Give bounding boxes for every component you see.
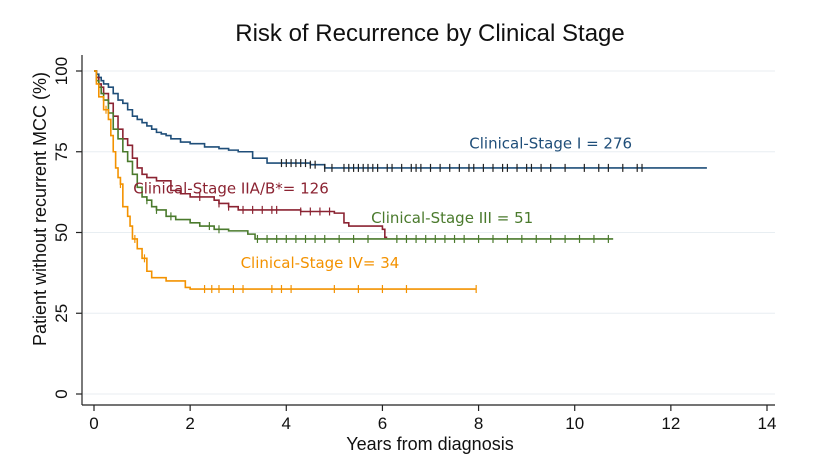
- series-label: Clinical-Stage III = 51: [371, 209, 533, 227]
- x-tick-label: 4: [282, 414, 291, 433]
- y-tick-label: 50: [52, 223, 71, 242]
- series-1: [94, 70, 707, 172]
- gridlines: [83, 70, 775, 395]
- x-tick-label: 2: [185, 414, 194, 433]
- series-labels: Clinical-Stage I = 276 Clinical-Stage IIA…: [133, 135, 632, 273]
- x-ticks: 0 2 4 6 8 10 12 14: [89, 405, 776, 433]
- x-tick-label: 10: [565, 414, 584, 433]
- km-curve-line: [94, 70, 614, 240]
- series-3: [94, 70, 614, 243]
- series-2: [94, 70, 388, 239]
- chart-title: Risk of Recurrence by Clinical Stage: [235, 20, 625, 47]
- y-tick-label: 0: [52, 389, 71, 398]
- series-group: [94, 70, 707, 294]
- x-axis-label: Years from diagnosis: [346, 434, 513, 454]
- x-tick-label: 0: [89, 414, 98, 433]
- km-curve-line: [94, 70, 388, 239]
- y-tick-label: 100: [52, 57, 71, 85]
- x-tick-label: 8: [474, 414, 483, 433]
- series-label: Clinical-Stage IIA/B*= 126: [133, 180, 329, 198]
- axes: [81, 55, 775, 406]
- x-tick-label: 12: [661, 414, 680, 433]
- series-label: Clinical-Stage IV= 34: [241, 254, 400, 272]
- y-tick-label: 25: [52, 304, 71, 323]
- x-tick-label: 6: [378, 414, 387, 433]
- y-tick-label: 75: [52, 142, 71, 161]
- x-tick-label: 14: [758, 414, 777, 433]
- km-curve-line: [94, 70, 707, 169]
- series-label: Clinical-Stage I = 276: [469, 135, 632, 153]
- series-4: [94, 70, 477, 294]
- y-ticks: 0 25 50 75 100: [52, 57, 82, 399]
- km-curve-line: [94, 70, 477, 290]
- y-axis-label: Patient without recurrent MCC (%): [30, 72, 50, 346]
